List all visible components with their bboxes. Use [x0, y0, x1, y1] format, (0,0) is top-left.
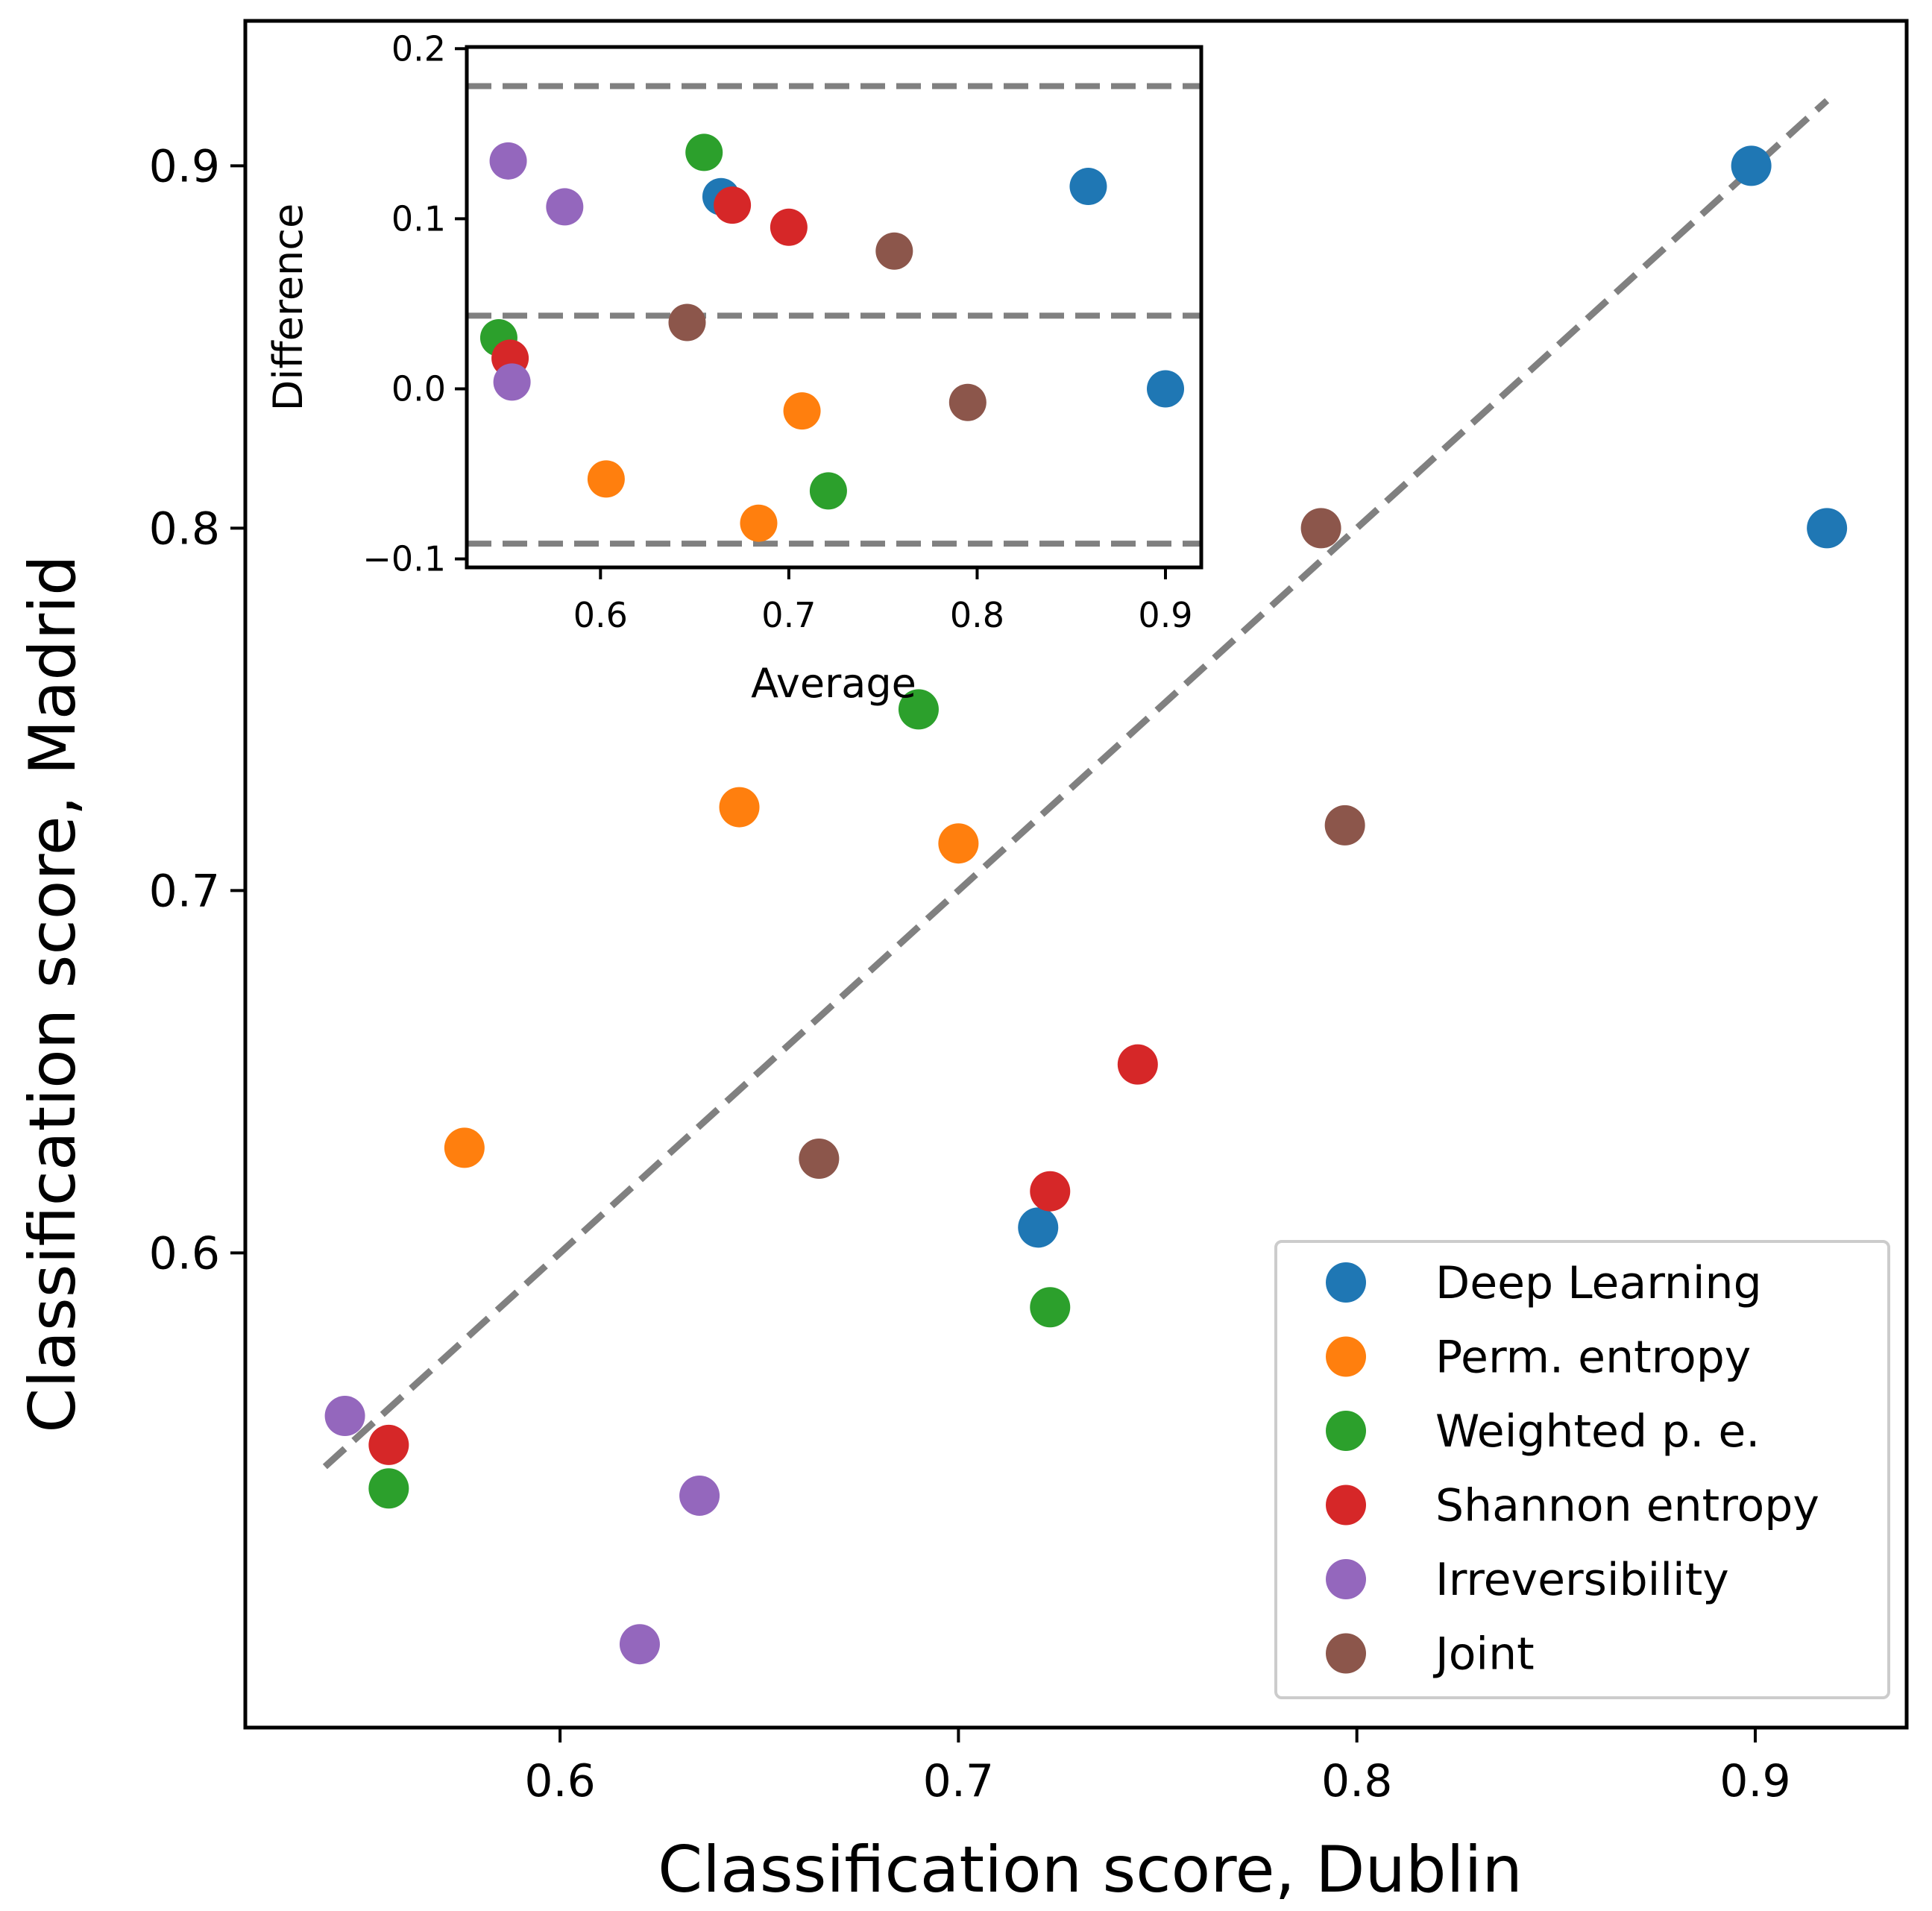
main-point-irreversibility-3: [619, 1624, 660, 1665]
legend-marker-joint: [1326, 1633, 1366, 1674]
main-x-tick-label: 0.6: [524, 1755, 595, 1807]
main-x-axis-title: Classification score, Dublin: [658, 1833, 1523, 1907]
inset-point-weighted-p-e-1: [685, 133, 723, 171]
legend-marker-irreversibility: [1326, 1559, 1366, 1599]
main-point-joint-1: [1300, 508, 1341, 549]
main-point-shannon-entropy-2: [1030, 1171, 1071, 1212]
inset-point-joint-1: [875, 232, 913, 270]
identity-line: [322, 98, 1830, 1470]
inset-ticks-group: 0.6 0.7 0.8 0.9 −0.1 0.0 0.1 0.2: [362, 28, 1192, 635]
inset-y-tick-label: 0.2: [391, 28, 446, 69]
main-point-joint-3: [799, 1139, 840, 1179]
main-identity-line-group: [322, 98, 1830, 1470]
main-y-tick-label: 0.6: [149, 1227, 220, 1279]
inset-y-tick-label: 0.1: [391, 198, 446, 239]
inset-point-deep-learning-3: [1147, 370, 1185, 408]
inset-point-joint-3: [948, 383, 987, 421]
inset-points-group: [479, 133, 1185, 542]
inset-y-axis-title: Difference: [265, 204, 312, 411]
main-point-irreversibility-1: [324, 1396, 365, 1437]
legend-label-joint: Joint: [1432, 1628, 1535, 1681]
legend-marker-weighted-p-e: [1326, 1411, 1366, 1451]
main-point-weighted-p-e-3: [368, 1468, 409, 1509]
legend-marker-perm-entropy: [1326, 1336, 1366, 1377]
main-y-tick-label: 0.7: [149, 865, 220, 917]
main-point-weighted-p-e-1: [898, 689, 939, 730]
inset-point-weighted-p-e-2: [809, 472, 847, 510]
inset-x-tick-label: 0.7: [761, 595, 816, 635]
main-x-tick-label: 0.9: [1719, 1755, 1790, 1807]
main-axes-frame-group: [243, 19, 1909, 1730]
inset-point-irreversibility-3: [493, 363, 531, 401]
inset-point-joint-2: [668, 303, 706, 341]
inset-point-shannon-entropy-2: [770, 208, 808, 246]
main-point-shannon-entropy-1: [1117, 1044, 1158, 1085]
inset-point-perm-entropy-1: [783, 392, 821, 430]
main-ticks-group: 0.6 0.7 0.8 0.9 0.6 0.7 0.8 0.9: [149, 140, 1791, 1807]
inset-x-tick-label: 0.6: [573, 595, 628, 635]
main-point-deep-learning-2: [1807, 508, 1848, 549]
main-y-axis-title: Classification score, Madrid: [16, 555, 90, 1432]
main-point-deep-learning-3: [1018, 1207, 1059, 1248]
inset-x-tick-label: 0.9: [1138, 595, 1192, 635]
inset-chart: 0.6 0.7 0.8 0.9 −0.1 0.0 0.1 0.2 Average Differ…: [265, 28, 1203, 707]
legend-box: [1274, 1240, 1890, 1699]
legend-marker-shannon-entropy: [1326, 1485, 1366, 1526]
inset-point-irreversibility-2: [546, 188, 584, 226]
legend-marker-deep-learning: [1326, 1262, 1366, 1303]
legend-label-perm-entropy: Perm. entropy: [1435, 1332, 1751, 1384]
legend-label-irreversibility: Irreversibility: [1435, 1554, 1729, 1606]
inset-point-shannon-entropy-1: [714, 186, 752, 224]
inset-point-deep-learning-2: [1069, 168, 1107, 206]
main-points-group: [324, 145, 1848, 1665]
main-point-perm-entropy-3: [444, 1127, 485, 1168]
inset-x-tick-label: 0.8: [950, 595, 1004, 635]
inset-axes-frame: [465, 45, 1203, 570]
main-y-tick-label: 0.8: [149, 503, 220, 555]
main-y-tick-label: 0.9: [149, 140, 220, 192]
main-point-joint-2: [1324, 805, 1365, 846]
legend: Deep Learning Perm. entropy Weighted p. e.…: [1274, 1240, 1890, 1699]
inset-point-perm-entropy-3: [740, 504, 778, 542]
inset-point-irreversibility-1: [489, 142, 527, 180]
main-point-weighted-p-e-2: [1030, 1287, 1071, 1328]
inset-reference-lines-group: [467, 83, 1201, 547]
main-axes-frame: [243, 19, 1909, 1730]
main-x-tick-label: 0.7: [923, 1755, 994, 1807]
main-x-tick-label: 0.8: [1321, 1755, 1392, 1807]
inset-y-tick-label: −0.1: [362, 539, 446, 579]
main-point-shannon-entropy-3: [368, 1424, 409, 1465]
inset-point-perm-entropy-2: [587, 460, 625, 498]
main-point-deep-learning-1: [1731, 145, 1772, 186]
main-point-perm-entropy-2: [938, 823, 979, 864]
inset-axes-frame-group: [465, 45, 1203, 570]
legend-label-weighted-p-e: Weighted p. e.: [1435, 1405, 1760, 1458]
main-point-irreversibility-2: [679, 1475, 720, 1516]
legend-label-shannon-entropy: Shannon entropy: [1435, 1480, 1819, 1532]
inset-x-axis-title: Average: [751, 660, 916, 707]
legend-label-deep-learning: Deep Learning: [1435, 1257, 1762, 1309]
main-point-perm-entropy-1: [719, 787, 760, 828]
inset-y-tick-label: 0.0: [391, 368, 446, 409]
